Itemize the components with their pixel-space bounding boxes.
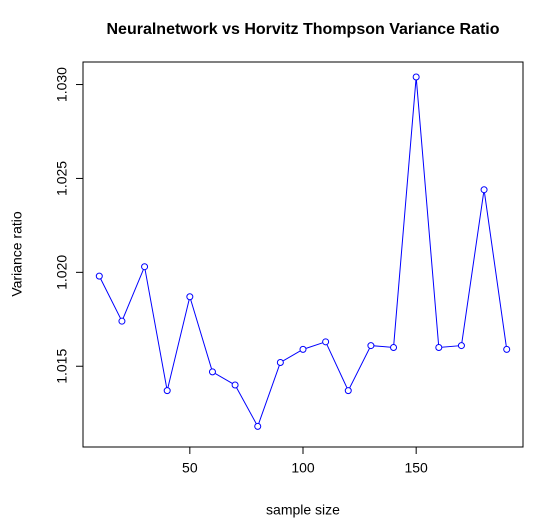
point xyxy=(299,345,307,353)
point xyxy=(95,272,103,280)
y-tick-label: 1.025 xyxy=(54,161,70,196)
point xyxy=(344,387,352,395)
x-axis-label: sample size xyxy=(266,502,340,518)
point xyxy=(254,422,262,430)
y-tick-label: 1.015 xyxy=(54,349,70,384)
point xyxy=(163,387,171,395)
point xyxy=(322,338,330,346)
point xyxy=(435,343,443,351)
x-tick-label: 50 xyxy=(182,460,198,476)
point xyxy=(367,342,375,350)
point xyxy=(186,293,194,301)
line xyxy=(98,76,508,428)
plot-box xyxy=(82,61,524,448)
point xyxy=(390,343,398,351)
y-tick-label: 1.030 xyxy=(54,67,70,102)
point xyxy=(480,186,488,194)
point xyxy=(231,381,239,389)
x-tick-label: 100 xyxy=(291,460,315,476)
point xyxy=(276,358,284,366)
point xyxy=(503,345,511,353)
point xyxy=(141,263,149,271)
point xyxy=(457,342,465,350)
point xyxy=(118,317,126,325)
y-tick-label: 1.020 xyxy=(54,255,70,290)
chart-title: Neuralnetwork vs Horvitz Thompson Varian… xyxy=(107,21,500,38)
y-axis-label: Variance ratio xyxy=(9,211,25,297)
x-tick-label: 150 xyxy=(404,460,428,476)
point xyxy=(208,368,216,376)
point xyxy=(412,73,420,81)
